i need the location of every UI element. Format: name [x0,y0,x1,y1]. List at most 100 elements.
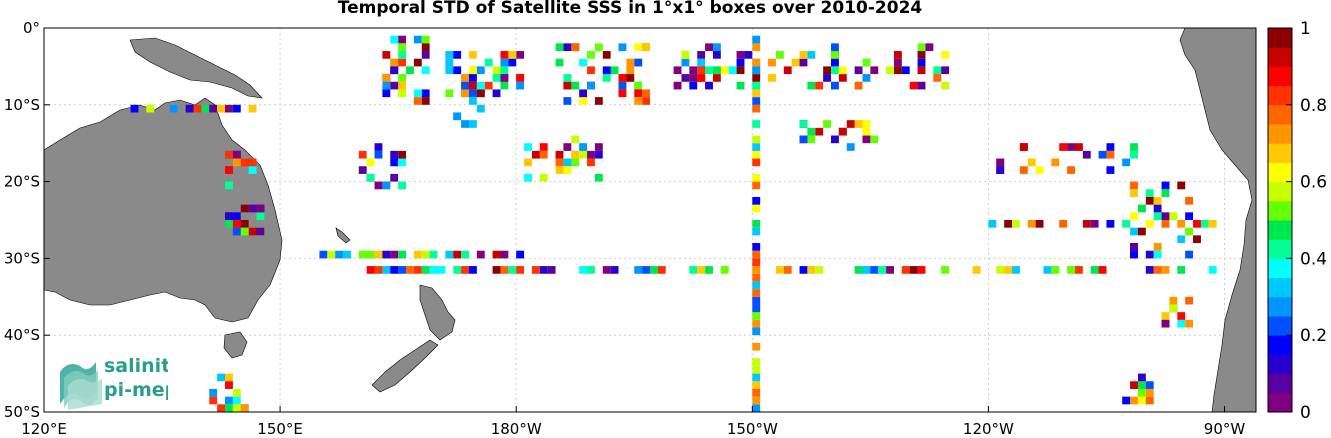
std-cell [382,89,391,98]
std-cell [421,250,430,259]
std-cell [1161,181,1170,190]
x-tick-label: 150°W [727,420,778,438]
std-cell [1137,396,1146,405]
std-cell [752,89,761,98]
std-cell [1130,189,1138,197]
std-cell [461,250,469,259]
std-cell [146,104,155,113]
std-cell [1012,266,1020,274]
std-cell [468,97,477,105]
std-cell [1090,220,1099,228]
std-cell [366,250,375,259]
std-cell [988,220,997,228]
std-cell [587,66,595,75]
std-cell [618,74,627,82]
x-tick-label: 180°W [491,420,542,438]
std-cell [807,51,816,59]
std-cell [752,158,761,167]
std-cell [870,266,879,274]
std-cell [1059,220,1068,228]
std-cell [862,135,871,144]
std-cell [413,89,422,98]
std-cell [1035,220,1044,228]
std-cell [453,66,462,75]
std-cell [1106,150,1115,159]
std-cell [1130,227,1138,236]
std-cell [815,266,824,274]
std-cell [225,373,233,382]
std-cell [775,51,784,59]
std-cell [461,120,469,128]
std-cell [579,97,588,105]
std-cell [539,266,548,274]
std-cell [1193,235,1201,244]
std-cell [1137,227,1146,236]
std-cell [846,143,855,151]
logo-line2: pi-mep [104,379,168,401]
south-america-land [1179,28,1256,412]
std-cell [1137,381,1146,389]
std-cell [862,120,871,128]
std-cell [500,74,509,82]
std-cell [642,266,650,274]
std-cell [689,266,698,274]
std-cell [130,104,139,113]
std-cell [225,212,233,220]
std-cell [1098,150,1107,159]
std-cell [358,166,367,174]
std-cell [705,66,713,75]
std-cell [421,35,430,44]
std-cell [571,43,580,52]
std-cell [468,66,477,75]
std-cell [799,266,808,274]
std-cell [697,266,706,274]
std-cell [799,58,808,67]
std-cell [382,81,391,90]
std-cell [697,74,706,82]
std-cell [752,227,761,236]
std-cell [374,266,383,274]
std-cell [1082,220,1091,228]
std-cell [886,66,894,75]
std-cell [893,51,902,59]
logo-line1: salinity [104,355,168,377]
std-cell [1004,266,1013,274]
std-cell [681,51,690,59]
std-cell [1177,181,1186,190]
std-cell [555,166,564,174]
std-cell [697,51,706,59]
std-cell [634,266,643,274]
std-cell [492,266,501,274]
std-cell [209,396,218,405]
std-cell [1185,250,1194,259]
std-cell [823,66,832,75]
std-cell [941,266,950,274]
std-cell [256,212,265,220]
std-cell [1177,235,1186,244]
std-cell [484,81,493,90]
std-cell [846,120,855,128]
std-cell [421,43,430,52]
std-cell [468,120,477,128]
std-cell [429,250,438,259]
std-cell [752,273,761,282]
std-cell [476,104,485,113]
std-cell [421,97,430,105]
std-cell [217,404,226,412]
std-cell [217,104,226,113]
std-cell [854,81,863,90]
std-cell [941,66,950,75]
std-cell [1145,189,1154,197]
std-cell [736,66,745,75]
std-cell [720,266,729,274]
std-cell [972,266,981,274]
x-tick-label: 150°E [257,420,303,438]
std-cell [909,266,918,274]
std-cell [1169,212,1178,220]
std-cell [1106,143,1115,151]
std-cell [555,158,564,167]
std-cell [500,66,509,75]
std-cell [712,66,721,75]
std-cell [225,412,233,420]
std-cell [225,381,233,389]
